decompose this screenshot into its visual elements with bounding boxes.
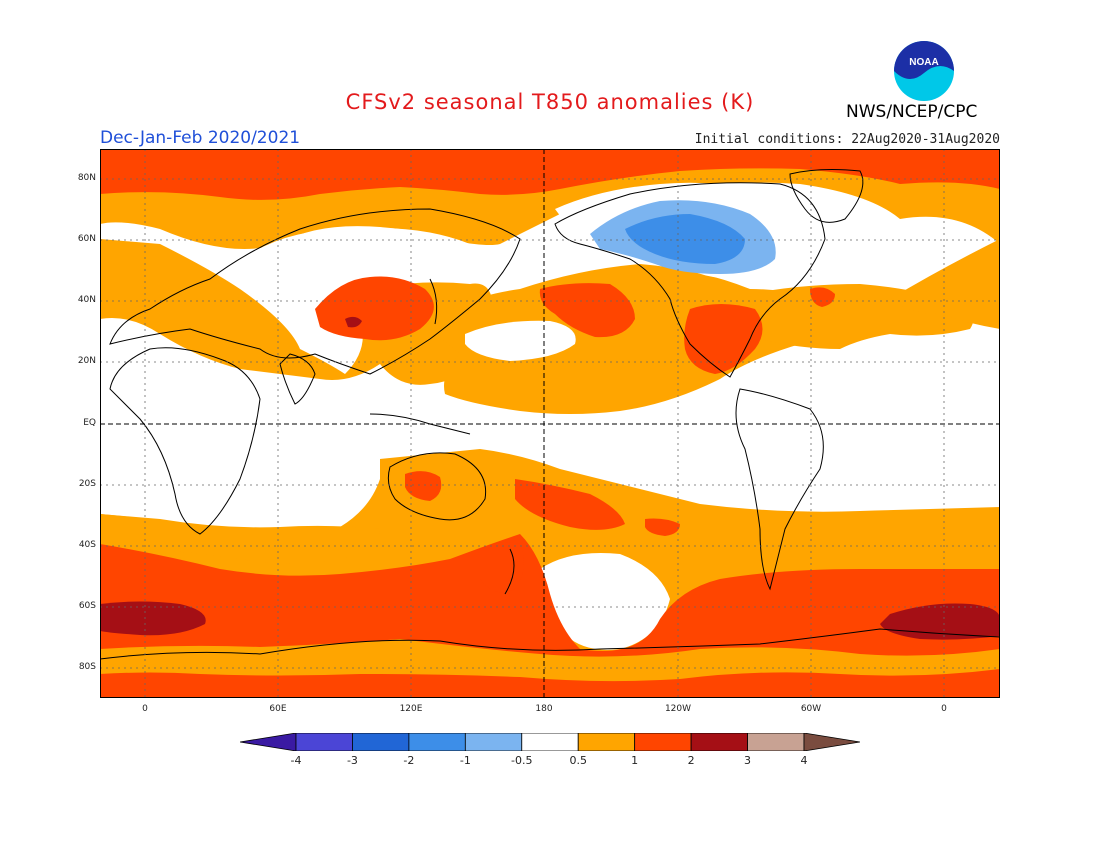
coastline-japan — [429, 278, 438, 325]
anomaly-nz-red — [480, 542, 524, 593]
anomaly-nepacific-red — [539, 283, 635, 338]
legend-label: 3 — [744, 754, 752, 767]
lat-label: EQ — [83, 418, 96, 428]
anomaly-canada-blue — [625, 214, 745, 264]
coastline-india — [279, 353, 316, 405]
anomaly-australia-red — [405, 471, 442, 501]
lat-label: 80S — [78, 662, 96, 672]
lat-label: 40N — [77, 295, 96, 305]
coastline-south-america — [735, 388, 824, 591]
noaa-logo-icon: NOAA — [894, 41, 954, 101]
legend-swatch — [747, 733, 805, 751]
legend-label: 0.5 — [569, 754, 587, 767]
legend-label: -4 — [290, 754, 302, 767]
legend-swatch — [690, 733, 748, 751]
anomaly-atlantic-red — [810, 287, 835, 307]
agency-label: NWS/NCEP/CPC — [846, 102, 978, 122]
coastlines — [100, 169, 1000, 660]
legend-swatch — [408, 733, 466, 751]
anomaly-china-darkred — [345, 316, 362, 328]
lat-label: 80N — [77, 173, 96, 183]
lat-label: 20N — [77, 356, 96, 366]
anomaly-arctic-red — [100, 149, 1000, 200]
initial-conditions-label: Initial conditions: 22Aug2020-31Aug2020 — [694, 132, 1000, 147]
legend-label: -1 — [459, 754, 471, 767]
grid-lines — [100, 149, 1000, 698]
legend-label: -0.5 — [511, 754, 533, 767]
legend-swatch — [634, 733, 692, 751]
coastline-nz — [504, 548, 515, 595]
anomaly-spacific-white — [540, 553, 670, 650]
legend-label: -2 — [403, 754, 415, 767]
lon-label: 60W — [800, 704, 822, 714]
legend-label: -3 — [346, 754, 358, 767]
lon-label: 0 — [142, 704, 148, 714]
lat-label: 20S — [78, 479, 96, 489]
legend-swatch — [352, 733, 410, 751]
legend-label: 1 — [631, 754, 639, 767]
anomaly-southatlantic-darkred — [880, 603, 1000, 640]
anomaly-spacific-red-2 — [645, 518, 680, 536]
legend-swatch — [577, 733, 636, 751]
anomaly-china-red — [315, 276, 434, 341]
anomaly-swindian-darkred — [100, 601, 206, 636]
legend-swatch — [464, 733, 523, 751]
coastline-antarctica — [100, 628, 1000, 660]
anomaly-siberia-white — [250, 228, 488, 289]
noaa-logo-text: NOAA — [909, 57, 938, 68]
anomaly-spacific-red-1 — [515, 479, 625, 530]
lon-label: 60E — [269, 704, 287, 714]
anomaly-sw-indian-orange — [100, 514, 380, 564]
anomaly-europe-orange — [890, 239, 1000, 329]
legend-swatch — [521, 733, 579, 751]
map-frame — [100, 149, 1000, 698]
lon-label: 120E — [399, 704, 423, 714]
color-legend — [240, 733, 860, 751]
lat-label: 40S — [78, 540, 96, 550]
lon-label: 0 — [941, 704, 947, 714]
legend-swatch — [240, 733, 297, 751]
lon-label: 120W — [664, 704, 692, 714]
season-label: Dec-Jan-Feb 2020/2021 — [100, 128, 301, 148]
lat-label: 60S — [78, 601, 96, 611]
coastline-africa — [109, 347, 261, 535]
anomaly-npacific-white — [465, 320, 576, 361]
legend-swatch — [295, 733, 353, 751]
lon-label: 180 — [535, 704, 553, 714]
map-title: CFSv2 seasonal T850 anomalies (K) — [345, 90, 755, 114]
coastline-greenland — [789, 169, 864, 223]
anomaly-eurasia-orange — [100, 239, 493, 385]
coastline-australia — [387, 452, 487, 521]
coastline-north-america — [554, 182, 826, 378]
coastline-eurasia — [109, 208, 521, 375]
anomaly-antarctic-orange — [100, 639, 1000, 682]
legend-label: 2 — [687, 754, 695, 767]
anomaly-map — [100, 149, 1000, 698]
lat-label: 60N — [77, 234, 96, 244]
legend-label: 4 — [800, 754, 808, 767]
legend-swatch — [803, 733, 860, 751]
